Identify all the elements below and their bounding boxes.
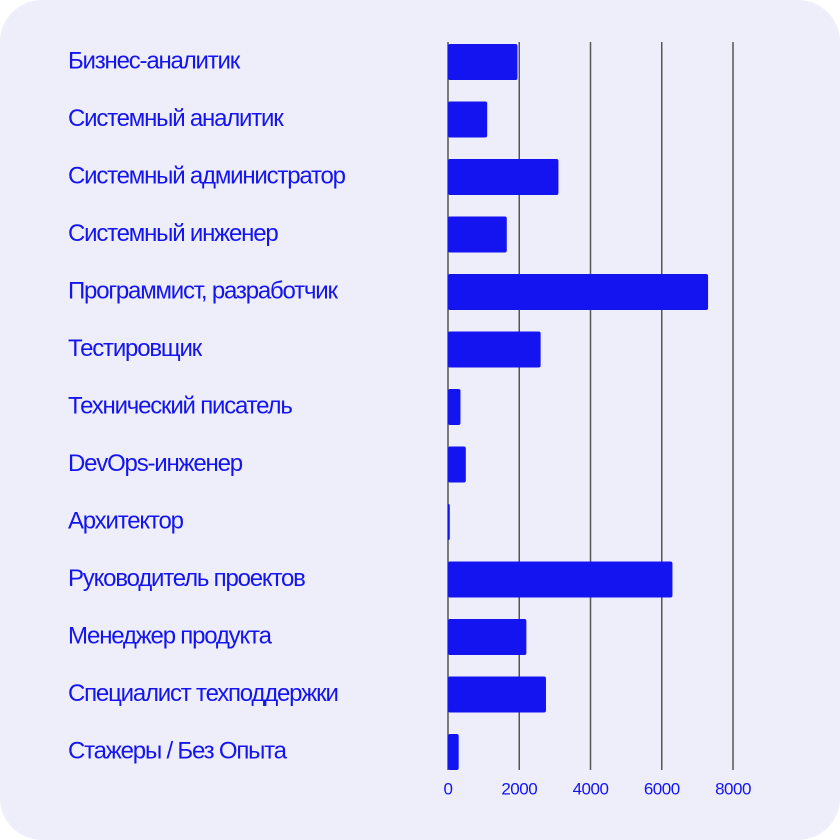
y-tick-label: Бизнес-аналитик (68, 47, 241, 74)
bar (448, 331, 541, 368)
y-tick-label: Руководитель проектов (68, 565, 305, 592)
bar (448, 504, 450, 540)
y-tick-label: Системный инженер (68, 220, 278, 247)
y-tick-label: Системный администратор (68, 162, 346, 189)
bar (448, 619, 527, 655)
bar (448, 101, 488, 138)
bar (448, 216, 507, 253)
bar (448, 734, 459, 770)
bar (448, 274, 709, 310)
y-tick-label: Архитектор (68, 507, 184, 534)
bar (448, 446, 466, 483)
y-tick-label: Тестировщик (68, 335, 203, 362)
y-tick-label: Технический писатель (68, 392, 292, 419)
x-tick-label: 8000 (715, 779, 751, 798)
y-tick-label: Программист, разработчик (68, 277, 338, 304)
x-tick-label: 6000 (644, 779, 680, 798)
y-tick-label: Специалист техподдержки (68, 680, 338, 707)
bar (448, 44, 518, 80)
bar (448, 389, 461, 425)
y-tick-label: DevOps-инженер (68, 450, 243, 477)
bar (448, 159, 559, 195)
bar (448, 676, 546, 713)
y-tick-label: Системный аналитик (68, 105, 284, 132)
y-tick-label: Стажеры / Без Опыта (68, 737, 288, 764)
x-tick-label: 2000 (501, 779, 537, 798)
x-tick-label: 4000 (573, 779, 609, 798)
x-tick-label: 0 (444, 779, 453, 798)
bar (448, 561, 673, 598)
y-tick-label: Менеджер продукта (68, 622, 273, 649)
